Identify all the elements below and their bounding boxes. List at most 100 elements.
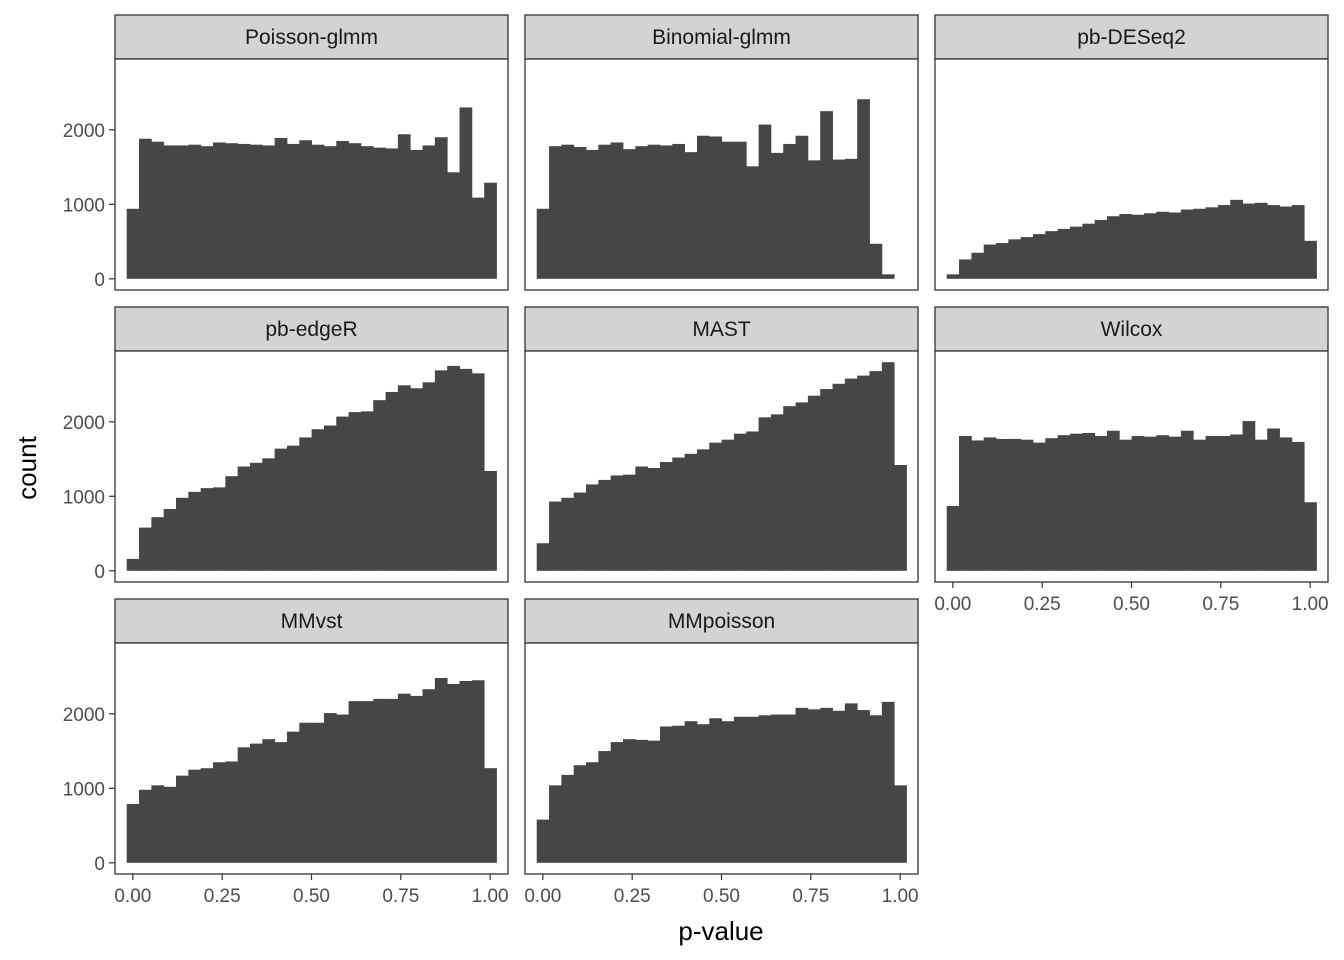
bar	[770, 414, 784, 571]
strip-mast	[524, 306, 919, 352]
bar	[163, 786, 177, 863]
bar	[1168, 212, 1182, 279]
bar	[709, 718, 723, 863]
strip-label-mmpoisson: MMpoisson	[668, 610, 775, 633]
bar	[323, 713, 337, 863]
bar	[1020, 237, 1034, 279]
bar	[894, 785, 907, 863]
bar	[484, 768, 497, 863]
strip-pb-edger	[114, 306, 509, 352]
bar	[832, 710, 846, 863]
bar	[348, 701, 362, 863]
bar	[746, 716, 759, 863]
y-tick-label: 2000	[63, 705, 105, 726]
bar	[360, 146, 374, 279]
bar	[213, 487, 226, 571]
bar	[1082, 432, 1096, 571]
bar	[1304, 502, 1317, 571]
bar	[573, 492, 587, 571]
bar	[672, 725, 686, 863]
bar	[881, 362, 895, 571]
bar	[1193, 208, 1206, 279]
bars-pb-edger	[126, 365, 497, 571]
bar	[733, 141, 747, 279]
strip-wilcox	[934, 306, 1329, 352]
bar	[1119, 439, 1133, 571]
bar	[549, 146, 562, 279]
bar	[647, 144, 661, 279]
bar	[176, 145, 189, 279]
bar	[696, 724, 710, 863]
bar	[733, 716, 747, 863]
bar	[360, 701, 374, 863]
panel-border	[524, 58, 919, 291]
x-tick-label: 0.75	[1202, 594, 1239, 615]
bar	[623, 474, 636, 571]
bar	[721, 141, 735, 279]
bar	[348, 412, 362, 571]
strip-poisson-glmm	[114, 14, 509, 60]
bar	[1230, 434, 1243, 571]
y-tick-label: 0	[94, 562, 105, 583]
bar	[249, 144, 263, 279]
bar	[561, 497, 575, 571]
bar	[795, 135, 809, 279]
bar	[385, 148, 399, 279]
bar	[807, 160, 821, 279]
strip-binomial-glmm	[524, 14, 919, 60]
bar	[1045, 231, 1059, 279]
bars-poisson-glmm	[126, 107, 497, 279]
panel-border	[114, 58, 509, 291]
bar	[299, 437, 313, 571]
y-axis-title: count	[12, 435, 42, 499]
bar	[647, 740, 661, 863]
bar	[471, 373, 485, 571]
bar	[561, 144, 575, 279]
x-axis-title: p-value	[678, 916, 763, 946]
bar	[1008, 438, 1022, 571]
bar	[996, 438, 1009, 571]
panel-pb-edger: pb-edgeR 0 1000 2000	[63, 306, 509, 583]
x-tick-label: 0.25	[1024, 594, 1061, 615]
bar	[820, 111, 833, 279]
bar	[459, 368, 473, 571]
bar	[783, 406, 796, 571]
x-tick-label: 0.50	[293, 886, 330, 907]
bar	[1057, 228, 1071, 279]
bar	[237, 143, 251, 279]
panel-poisson-glmm: Poisson-glmm 0 1000 2000	[63, 14, 509, 291]
bar	[586, 762, 599, 863]
bar	[1205, 435, 1219, 571]
bar	[484, 182, 497, 279]
bar	[1106, 430, 1120, 571]
bar	[200, 146, 214, 279]
panel-mmpoisson: MMpoisson 0.00 0.25 0.50 0.75 1.00	[524, 598, 919, 907]
bar	[1033, 234, 1046, 279]
bar	[151, 517, 165, 571]
bar	[647, 467, 661, 571]
bar	[623, 739, 636, 863]
bar	[188, 769, 202, 863]
bar	[623, 149, 636, 279]
bar	[139, 789, 152, 863]
bar	[869, 371, 883, 571]
strip-label-wilcox: Wilcox	[1101, 318, 1163, 341]
bar	[549, 501, 562, 571]
bar	[1254, 439, 1268, 571]
bars-mmpoisson	[536, 701, 907, 863]
bar	[385, 391, 399, 571]
x-tick-label: 0.75	[792, 886, 829, 907]
bar	[844, 378, 858, 571]
bar	[1291, 441, 1305, 571]
bar	[336, 714, 349, 863]
bar	[1143, 213, 1157, 279]
bar	[857, 710, 870, 863]
bar	[1279, 437, 1293, 571]
panel-binomial-glmm: Binomial-glmm	[524, 14, 919, 291]
bar	[1094, 219, 1108, 279]
bar	[385, 698, 399, 863]
bar	[959, 259, 972, 279]
bar	[971, 252, 985, 279]
bar	[672, 143, 686, 279]
bars-binomial-glmm	[536, 99, 895, 279]
